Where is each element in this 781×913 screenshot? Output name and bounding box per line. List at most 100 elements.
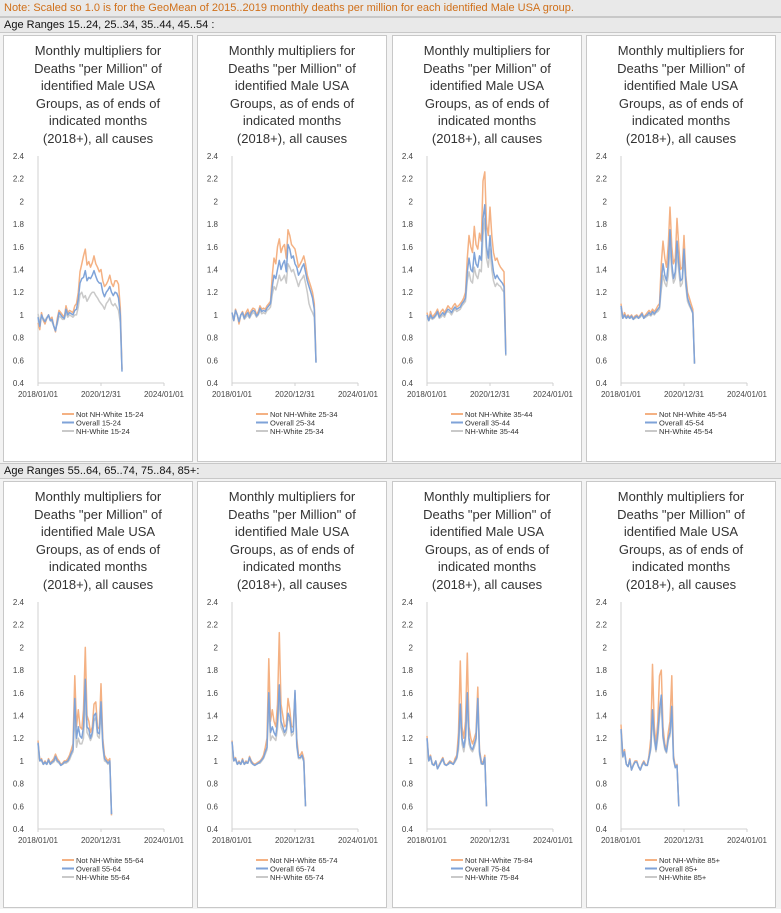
series-line bbox=[37, 269, 123, 372]
y-tick-label: 1.4 bbox=[402, 266, 414, 275]
chart-panel[interactable]: Monthly multipliers for Deaths "per Milli… bbox=[392, 35, 582, 462]
chart-panel[interactable]: Monthly multipliers for Deaths "per Milli… bbox=[197, 35, 387, 462]
y-tick-label: 1.8 bbox=[596, 220, 608, 229]
x-tick-label: 2020/12/31 bbox=[275, 836, 316, 845]
chart-panel[interactable]: Monthly multipliers for Deaths "per Milli… bbox=[3, 35, 193, 462]
y-tick-label: 0.6 bbox=[402, 356, 414, 365]
chart-title-line: Groups, as of ends of bbox=[618, 95, 744, 111]
chart-title-line: identified Male USA bbox=[234, 524, 350, 539]
y-tick-label: 0.8 bbox=[207, 334, 219, 343]
chart-svg: 0.4 0.6 0.8 1 1.2 1.4 1.6 1.8 2 2.2 2.4 2018/01/01 2… bbox=[402, 152, 574, 436]
legend-label: Not NH-White 45-54 bbox=[659, 410, 727, 419]
y-tick-label: 1.6 bbox=[13, 243, 25, 252]
chart-svg: 0.4 0.6 0.8 1 1.2 1.4 1.6 1.8 2 2.2 2.4 2018/01/01 2… bbox=[13, 152, 185, 436]
y-tick-label: 1.8 bbox=[207, 666, 219, 675]
chart-panel[interactable]: Monthly multipliers for Deaths "per Milli… bbox=[3, 481, 193, 908]
x-tick-label: 2020/12/31 bbox=[81, 836, 122, 845]
series-line bbox=[37, 678, 113, 815]
chart-title-line: identified Male USA bbox=[429, 78, 545, 93]
x-tick-label: 2020/12/31 bbox=[275, 390, 316, 399]
chart-title-line: (2018+), all causes bbox=[42, 576, 154, 592]
y-tick-label: 0.8 bbox=[13, 334, 25, 343]
legend-label: NH-White 25-34 bbox=[270, 427, 324, 436]
x-tick-label: 2020/12/31 bbox=[470, 390, 511, 399]
chart-title-line: indicated months bbox=[631, 559, 731, 574]
y-tick-label: 1 bbox=[20, 757, 25, 766]
chart-title-line: Monthly multipliers for bbox=[423, 489, 551, 504]
y-tick-label: 1.6 bbox=[596, 689, 608, 698]
chart-title: Monthly multipliers for Deaths "per Milli… bbox=[198, 42, 386, 147]
x-tick-label: 2018/01/01 bbox=[212, 836, 253, 845]
y-tick-label: 2.2 bbox=[596, 175, 608, 184]
y-tick-label: 2.2 bbox=[207, 621, 219, 630]
chart-panel[interactable]: Monthly multipliers for Deaths "per Milli… bbox=[586, 481, 776, 908]
series-line bbox=[37, 248, 123, 370]
y-tick-label: 1.2 bbox=[13, 288, 25, 297]
y-tick-label: 0.8 bbox=[402, 780, 414, 789]
y-tick-label: 2.4 bbox=[13, 598, 25, 607]
chart-panel[interactable]: Monthly multipliers for Deaths "per Milli… bbox=[197, 481, 387, 908]
scaling-note: Note: Scaled so 1.0 is for the GeoMean o… bbox=[0, 0, 781, 17]
legend-label: Not NH-White 55-64 bbox=[76, 856, 144, 865]
chart-title-line: Deaths "per Million" of bbox=[228, 506, 356, 522]
y-tick-label: 1.6 bbox=[207, 689, 219, 698]
x-tick-label: 2024/01/01 bbox=[727, 836, 768, 845]
legend-label: NH-White 75-84 bbox=[465, 873, 519, 882]
legend-label: Not NH-White 15-24 bbox=[76, 410, 144, 419]
chart-title-line: Monthly multipliers for bbox=[228, 489, 356, 504]
x-tick-label: 2018/01/01 bbox=[18, 390, 59, 399]
chart-title-line: (2018+), all causes bbox=[42, 130, 154, 146]
chart-title-line: indicated months bbox=[48, 559, 148, 574]
y-tick-label: 2.2 bbox=[13, 175, 25, 184]
y-tick-label: 1 bbox=[409, 757, 414, 766]
chart-title-line: Monthly multipliers for bbox=[617, 43, 745, 58]
chart-title-line: indicated months bbox=[437, 113, 537, 128]
y-tick-label: 1.8 bbox=[207, 220, 219, 229]
chart-panel[interactable]: Monthly multipliers for Deaths "per Milli… bbox=[392, 481, 582, 908]
chart-title: Monthly multipliers for Deaths "per Milli… bbox=[198, 488, 386, 593]
legend-label: NH-White 35-44 bbox=[465, 427, 519, 436]
y-tick-label: 2 bbox=[20, 197, 25, 206]
chart-title-line: Deaths "per Million" of bbox=[617, 506, 745, 522]
series-line bbox=[620, 694, 680, 807]
y-tick-label: 2.4 bbox=[402, 152, 414, 161]
legend-label: Overall 65-74 bbox=[270, 865, 315, 874]
y-tick-label: 2.4 bbox=[13, 152, 25, 161]
chart-title-line: identified Male USA bbox=[40, 524, 156, 539]
y-tick-label: 1.6 bbox=[207, 243, 219, 252]
chart-title-line: (2018+), all causes bbox=[236, 130, 348, 146]
x-tick-label: 2024/01/01 bbox=[727, 390, 768, 399]
series-line bbox=[426, 204, 507, 355]
x-tick-label: 2020/12/31 bbox=[81, 390, 122, 399]
chart-title-line: identified Male USA bbox=[429, 524, 545, 539]
y-tick-label: 1.2 bbox=[13, 734, 25, 743]
x-tick-label: 2018/01/01 bbox=[407, 390, 448, 399]
y-tick-label: 1.4 bbox=[13, 712, 25, 721]
x-tick-label: 2018/01/01 bbox=[18, 836, 59, 845]
y-tick-label: 0.4 bbox=[596, 379, 608, 388]
chart-title-line: Monthly multipliers for bbox=[34, 43, 162, 58]
chart-title-line: (2018+), all causes bbox=[625, 130, 737, 146]
chart-title-line: indicated months bbox=[437, 559, 537, 574]
section-label-bottom: Age Ranges 55..64, 65..74, 75..84, 85+: bbox=[0, 463, 781, 479]
chart-title-line: Monthly multipliers for bbox=[617, 489, 745, 504]
x-tick-label: 2020/12/31 bbox=[470, 836, 511, 845]
x-tick-label: 2024/01/01 bbox=[144, 836, 185, 845]
chart-panel[interactable]: Monthly multipliers for Deaths "per Milli… bbox=[586, 35, 776, 462]
series-line bbox=[231, 229, 317, 361]
y-tick-label: 1.2 bbox=[596, 288, 608, 297]
y-tick-label: 0.6 bbox=[13, 356, 25, 365]
chart-title: Monthly multipliers for Deaths "per Milli… bbox=[393, 488, 581, 593]
y-tick-label: 1.4 bbox=[402, 712, 414, 721]
y-tick-label: 0.4 bbox=[207, 379, 219, 388]
y-tick-label: 1.8 bbox=[13, 666, 25, 675]
chart-title-line: (2018+), all causes bbox=[625, 576, 737, 592]
y-tick-label: 1.4 bbox=[207, 712, 219, 721]
y-tick-label: 2.2 bbox=[402, 175, 414, 184]
y-tick-label: 1 bbox=[603, 311, 608, 320]
x-tick-label: 2020/12/31 bbox=[664, 836, 705, 845]
chart-title: Monthly multipliers for Deaths "per Milli… bbox=[4, 42, 192, 147]
chart-title: Monthly multipliers for Deaths "per Milli… bbox=[587, 488, 775, 593]
y-tick-label: 2.4 bbox=[596, 598, 608, 607]
chart-title-line: identified Male USA bbox=[234, 78, 350, 93]
